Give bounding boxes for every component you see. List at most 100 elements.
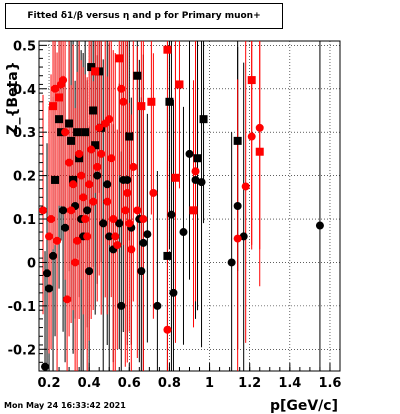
data-point-square (189, 206, 198, 215)
data-point-circle (45, 284, 54, 293)
data-point-circle (103, 197, 112, 206)
x-tick-label: 0.6 (118, 376, 141, 391)
data-point-circle (163, 325, 172, 334)
data-point-square (171, 173, 180, 182)
data-point-circle (89, 197, 98, 206)
x-tick-label: 1.2 (238, 376, 261, 391)
data-point-circle (109, 215, 118, 224)
data-point-circle (139, 215, 148, 224)
data-point-circle (95, 123, 104, 132)
data-point-circle (85, 267, 94, 276)
data-point-circle (197, 178, 206, 187)
data-point-circle (49, 251, 58, 260)
data-point-circle (125, 219, 134, 228)
data-point-circle (185, 149, 194, 158)
data-point-square (67, 136, 76, 145)
axis-ticks (38, 44, 341, 372)
data-point-circle (239, 232, 248, 241)
data-point-square (57, 128, 66, 137)
y-tick-label: -0.1 (8, 300, 36, 315)
y-tick-label: 0.3 (13, 126, 36, 141)
x-tick-label: 1.6 (318, 376, 341, 391)
data-point-circle (149, 188, 158, 197)
data-point-circle (105, 115, 114, 124)
data-point-square (91, 141, 100, 150)
data-point-square (255, 147, 264, 156)
data-point-circle (119, 97, 128, 106)
data-point-circle (45, 232, 54, 241)
data-point-circle (137, 267, 146, 276)
data-point-square (55, 115, 64, 124)
data-point-circle (73, 236, 82, 245)
data-point-circle (117, 301, 126, 310)
data-point-circle (153, 301, 162, 310)
data-point-circle (115, 219, 124, 228)
x-tick-labels: 0.2 0.4 0.6 0.8 1 1.2 1.4 1.6 (38, 376, 342, 391)
x-tick-label: 0.2 (38, 376, 61, 391)
data-point-circle (43, 269, 52, 278)
data-point-circle (179, 228, 188, 237)
data-point-square (51, 175, 60, 184)
data-point-circle (83, 232, 92, 241)
chart-title: Fitted δ1/β versus η and p for Primary m… (5, 3, 283, 29)
data-point-circle (39, 206, 48, 215)
y-tick-label: 0.5 (13, 39, 36, 54)
data-point-circle (167, 210, 176, 219)
data-point-circle (139, 238, 148, 247)
data-point-square (49, 102, 58, 111)
data-point-circle (133, 206, 142, 215)
data-point-square (75, 154, 84, 163)
data-point-square (115, 54, 124, 63)
data-point-square (147, 97, 156, 106)
y-tick-label: 0 (27, 256, 36, 271)
data-point-circle (117, 84, 126, 93)
data-point-circle (105, 232, 114, 241)
x-axis-title: p[GeV/c] (270, 398, 338, 414)
data-point-square (163, 45, 172, 54)
data-point-square (175, 80, 184, 89)
x-tick-label: 1.4 (278, 376, 301, 391)
timestamp-label: Mon May 24 16:33:42 2021 (4, 401, 126, 410)
data-point-circle (123, 188, 132, 197)
data-point-circle (51, 84, 60, 93)
data-point-square (193, 154, 202, 163)
data-point-circle (93, 162, 102, 171)
data-point-circle (75, 149, 84, 158)
x-tick-label: 1 (205, 376, 214, 391)
data-point-circle (83, 206, 92, 215)
data-point-circle (59, 206, 68, 215)
data-point-square (65, 119, 74, 128)
data-point-circle (69, 180, 78, 189)
y-axis-title: Z_{Beta} (5, 61, 21, 134)
data-point-circle (71, 258, 80, 267)
data-point-circle (233, 202, 242, 210)
data-point-square (233, 136, 242, 145)
data-point-square (199, 115, 208, 124)
data-point-circle (107, 154, 116, 163)
data-points (39, 45, 324, 371)
data-point-circle (123, 175, 132, 184)
data-point-circle (99, 219, 108, 228)
data-point-square (87, 63, 96, 72)
data-point-square (125, 132, 134, 141)
data-point-square (55, 93, 64, 102)
data-point-circle (121, 206, 130, 215)
y-tick-label: -0.2 (8, 343, 36, 358)
data-point-square (133, 71, 142, 80)
data-point-square (163, 251, 172, 260)
data-point-circle (169, 288, 178, 297)
data-point-circle (93, 171, 102, 180)
data-point-circle (59, 76, 68, 85)
data-point-square (73, 128, 82, 137)
data-point-square (95, 67, 104, 76)
data-point-square (69, 175, 78, 184)
data-point-circle (79, 193, 88, 202)
data-point-circle (87, 145, 96, 154)
data-point-circle (247, 132, 256, 141)
data-point-square (91, 67, 100, 76)
data-point-square (247, 76, 256, 85)
data-point-circle (129, 162, 138, 171)
data-point-circle (77, 171, 86, 180)
data-point-circle (61, 128, 70, 137)
